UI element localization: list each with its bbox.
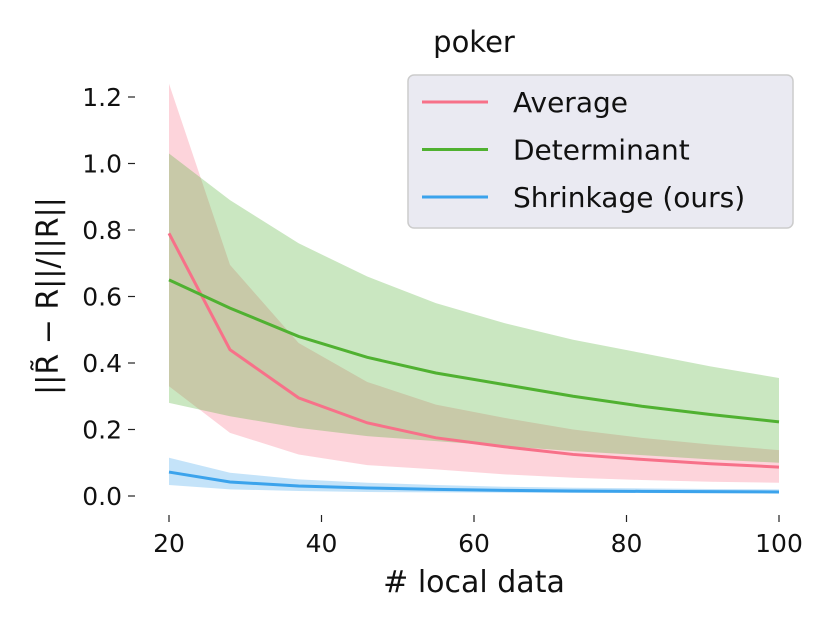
series-lines <box>167 232 780 494</box>
y-axis: 0.0 0.2 0.4 0.6 0.8 1.0 1.2 <box>82 83 135 511</box>
x-tick-label: 60 <box>458 529 490 558</box>
legend-label: Shrinkage (ours) <box>513 181 745 214</box>
y-tick-label: 1.0 <box>82 150 122 179</box>
band-0 <box>169 83 779 483</box>
legend: Average Determinant Shrinkage (ours) <box>407 74 794 229</box>
line-1 <box>168 278 780 424</box>
x-axis: 20 40 60 80 100 <box>153 515 803 558</box>
line-0 <box>167 232 780 469</box>
chart-title: poker <box>433 25 515 59</box>
x-tick-label: 40 <box>306 529 338 558</box>
y-axis-label: ||R̃ − R||/||R|| <box>31 197 66 395</box>
y-tick-label: 0.2 <box>82 416 122 445</box>
x-tick-label: 100 <box>755 529 803 558</box>
x-tick-label: 20 <box>153 529 185 558</box>
x-tick-label: 80 <box>611 529 643 558</box>
x-axis-label: # local data <box>383 565 565 600</box>
y-tick-label: 1.2 <box>82 83 122 112</box>
y-tick-label: 0.0 <box>82 482 122 511</box>
legend-label: Average <box>513 86 628 119</box>
legend-box <box>407 74 794 229</box>
y-tick-label: 0.6 <box>82 283 122 312</box>
line-2 <box>168 470 780 494</box>
y-tick-label: 0.8 <box>82 216 122 245</box>
legend-label: Determinant <box>513 134 690 167</box>
confidence-bands <box>169 83 779 494</box>
band-2 <box>169 457 779 494</box>
y-tick-label: 0.4 <box>82 349 122 378</box>
band-1 <box>169 153 779 463</box>
